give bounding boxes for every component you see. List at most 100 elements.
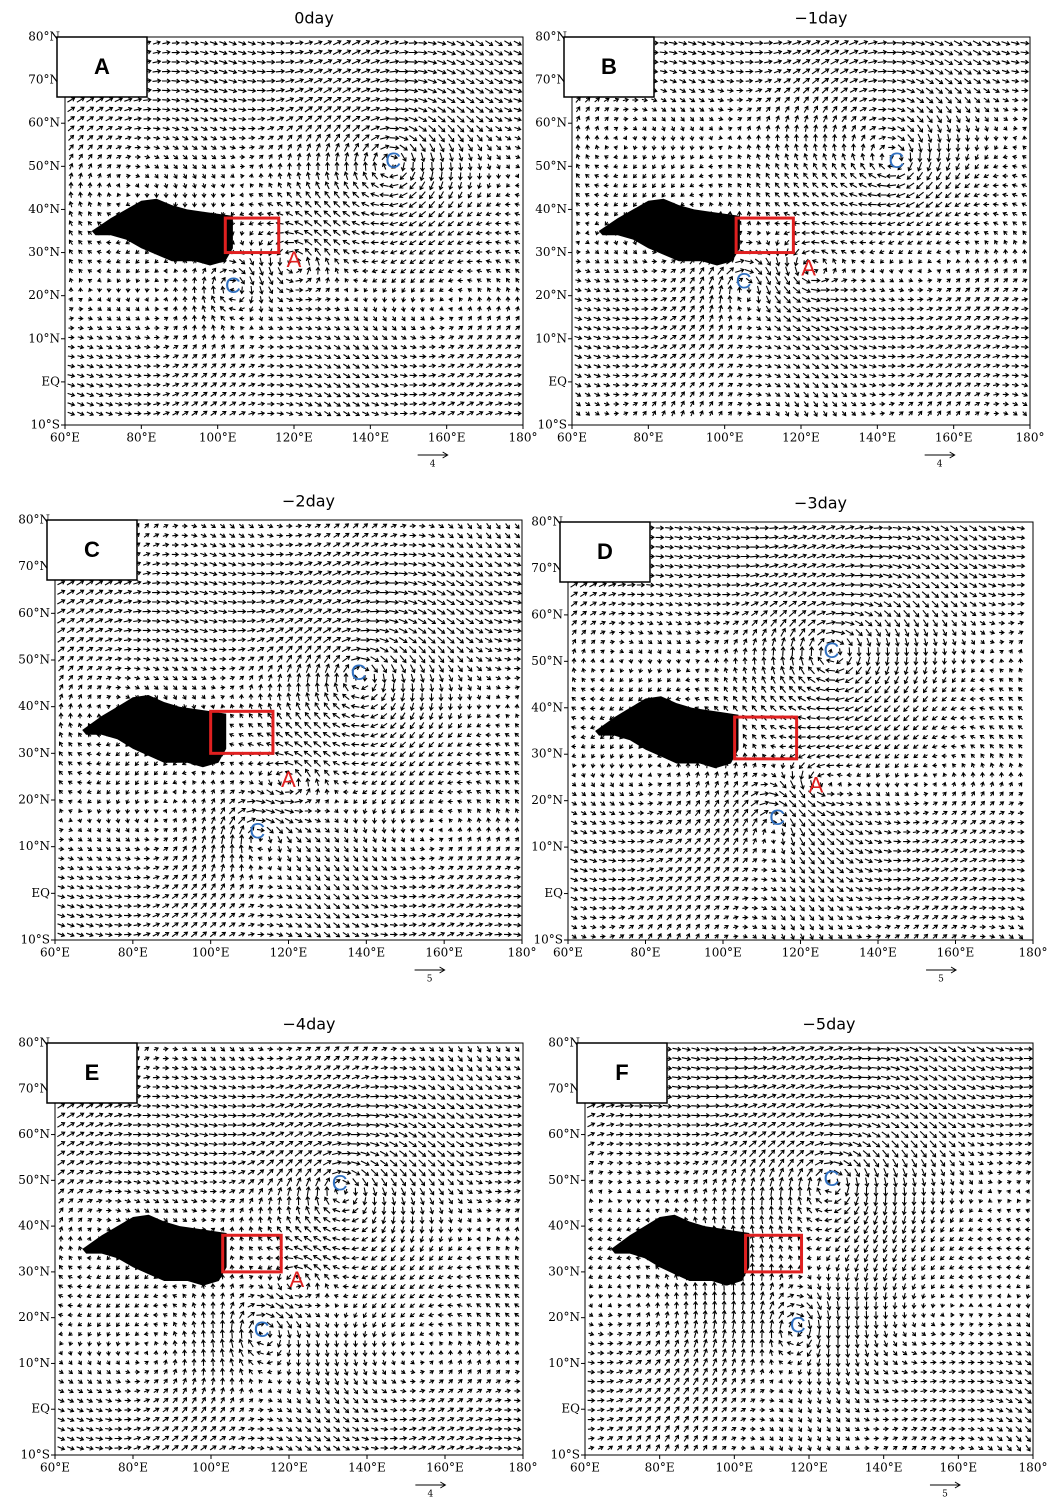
x-tick-label: 120°E (782, 431, 820, 445)
y-tick-label: 40°N (531, 700, 563, 714)
y-tick-label: 10°N (18, 1356, 50, 1370)
x-tick-label: 140°E (351, 431, 389, 445)
x-tick-label: 160°E (939, 1461, 977, 1475)
x-tick-label: 160°E (425, 946, 463, 960)
reference-vector (924, 451, 956, 459)
x-tick-label: 60°E (40, 946, 70, 960)
y-tick-label: 20°N (18, 793, 50, 807)
x-tick-label: 60°E (50, 431, 80, 445)
annotation: A (287, 247, 302, 272)
map-panel: 60°E 80°E 100°E 120°E 140°E 160°E 180° 10°S EQ 10… (531, 494, 1047, 985)
y-tick-label: 10°S (21, 933, 51, 947)
x-tick-label: 60°E (570, 1461, 600, 1475)
x-tick-label: 180° (509, 1461, 538, 1475)
plateau (82, 1214, 227, 1286)
y-tick-label: 20°N (535, 288, 567, 302)
region-box (744, 1233, 804, 1274)
reference-vector-label: 4 (430, 460, 436, 470)
x-tick-label: 160°E (426, 1461, 464, 1475)
x-tick-label: 140°E (348, 1461, 386, 1475)
x-tick-label: 120°E (782, 946, 820, 960)
x-tick-label: 120°E (270, 946, 308, 960)
y-tick-label: 80°N (28, 30, 60, 44)
reference-vector-label: 5 (427, 975, 433, 985)
x-tick-label: 100°E (715, 1461, 753, 1475)
map-panel: 60°E 80°E 100°E 120°E 140°E 160°E 180° 10°S EQ 10… (18, 492, 536, 985)
reference-vector (929, 1481, 961, 1489)
annotation: C (351, 660, 367, 685)
region-box (209, 709, 275, 755)
y-tick-label: 10°S (538, 418, 568, 432)
y-tick-label: 40°N (18, 699, 50, 713)
annotation: C (823, 1166, 839, 1191)
panel-label: F (615, 1060, 628, 1085)
reference-vector (414, 966, 446, 974)
y-tick-label: 30°N (548, 1264, 580, 1278)
x-tick-label: 60°E (553, 946, 583, 960)
map-panel: 60°E 80°E 100°E 120°E 140°E 160°E 180° 10°S EQ 10… (548, 1015, 1048, 1500)
y-tick-label: 70°N (18, 559, 50, 573)
y-tick-label: 20°N (531, 793, 563, 807)
y-tick-label: EQ (561, 1402, 580, 1416)
plateau (91, 198, 233, 266)
y-tick-label: EQ (548, 374, 567, 388)
x-tick-label: 60°E (557, 431, 587, 445)
panel-label-box (563, 36, 655, 98)
x-tick-label: 180° (509, 431, 538, 445)
y-tick-label: 30°N (535, 245, 567, 259)
region-box (221, 1233, 283, 1274)
annotation: C (736, 269, 752, 294)
x-tick-label: 60°E (40, 1461, 70, 1475)
annotation: C (888, 148, 904, 173)
y-tick-label: 50°N (548, 1173, 580, 1187)
y-tick-label: 70°N (18, 1081, 50, 1095)
x-tick-label: 100°E (704, 946, 742, 960)
x-tick-label: 140°E (859, 946, 897, 960)
y-tick-label: 40°N (18, 1219, 50, 1233)
x-tick-label: 100°E (706, 431, 744, 445)
reference-vector-label: 4 (937, 460, 943, 470)
y-tick-label: 70°N (535, 73, 567, 87)
annotation: C (254, 1317, 270, 1342)
y-tick-label: 20°N (18, 1310, 50, 1324)
y-tick-label: 10°N (548, 1356, 580, 1370)
y-tick-label: EQ (544, 886, 563, 900)
panel-label-box (46, 519, 138, 581)
y-tick-label: 80°N (535, 30, 567, 44)
y-tick-label: 10°N (531, 840, 563, 854)
y-tick-label: 60°N (548, 1127, 580, 1141)
y-tick-label: 30°N (531, 747, 563, 761)
y-tick-label: 20°N (548, 1310, 580, 1324)
plateau (82, 695, 227, 768)
annotation: A (289, 1267, 304, 1292)
x-tick-label: 160°E (935, 431, 973, 445)
x-tick-label: 180° (1019, 1461, 1048, 1475)
x-tick-label: 160°E (428, 431, 466, 445)
x-tick-label: 140°E (858, 431, 896, 445)
plateau (598, 198, 740, 266)
annotation: C (249, 818, 265, 843)
y-tick-label: 10°S (31, 418, 61, 432)
y-tick-label: 80°N (18, 1036, 50, 1050)
y-tick-label: 80°N (531, 515, 563, 529)
x-tick-label: 80°E (126, 431, 156, 445)
y-tick-label: 10°S (534, 933, 564, 947)
reference-vector (415, 1481, 447, 1489)
y-tick-label: EQ (31, 1402, 50, 1416)
reference-vector (926, 966, 958, 974)
panel-label: A (94, 54, 110, 79)
x-tick-label: 80°E (630, 946, 660, 960)
annotation: C (225, 273, 241, 298)
x-tick-label: 100°E (192, 946, 230, 960)
annotation: A (281, 767, 296, 792)
y-tick-label: 10°S (551, 1448, 581, 1462)
panel-label-box (56, 36, 148, 98)
y-tick-label: 50°N (531, 654, 563, 668)
map-panel: 60°E 80°E 100°E 120°E 140°E 160°E 180° 10°S EQ 10… (535, 9, 1044, 470)
y-tick-label: 50°N (18, 653, 50, 667)
x-tick-label: 100°E (192, 1461, 230, 1475)
y-tick-label: 60°N (535, 116, 567, 130)
panel-title: −3day (794, 494, 847, 513)
y-tick-label: 10°N (28, 331, 60, 345)
